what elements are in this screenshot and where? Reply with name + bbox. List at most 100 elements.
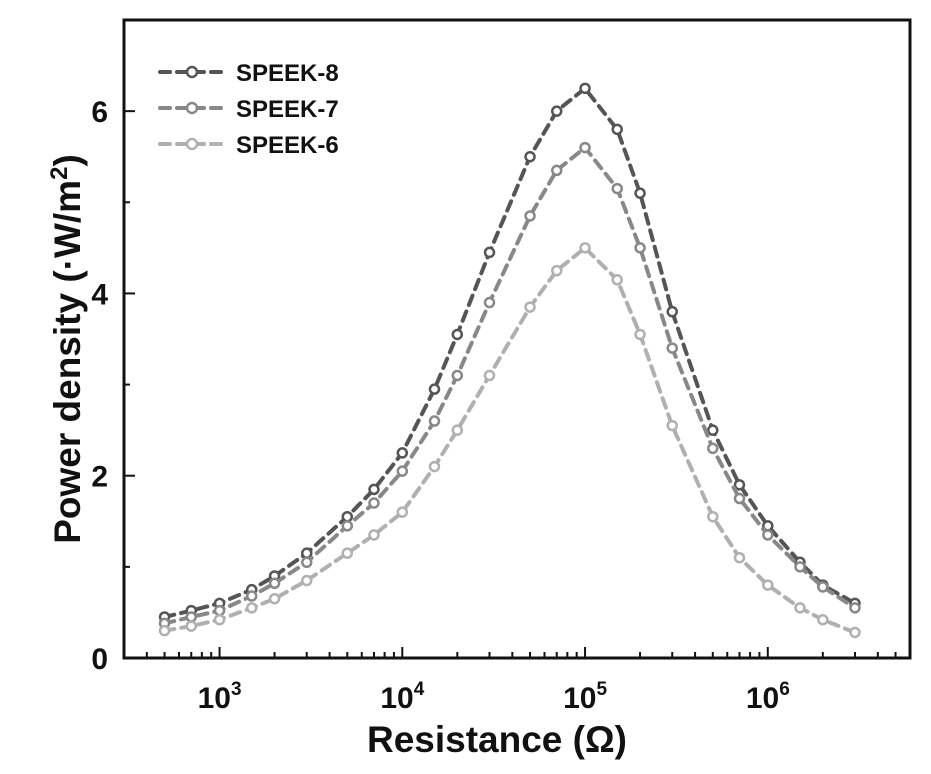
legend-label-speek-7: SPEEK-7 [236, 96, 339, 123]
data-point-speek-6 [708, 512, 717, 521]
x-tick-label-exp: 5 [596, 679, 607, 700]
data-point-speek-8 [398, 448, 407, 457]
data-point-speek-6 [247, 603, 256, 612]
data-point-speek-8 [552, 107, 561, 116]
x-axis-title: Resistance (Ω) [367, 719, 627, 760]
data-point-speek-7 [369, 499, 378, 508]
series-speek-8 [160, 84, 859, 622]
y-axis-title-close: ) [47, 154, 88, 166]
data-point-speek-8 [343, 512, 352, 521]
data-point-speek-7 [636, 243, 645, 252]
series-speek-6 [160, 243, 859, 637]
data-point-speek-8 [668, 307, 677, 316]
data-point-speek-8 [302, 549, 311, 558]
x-tick-label-base: 10 [198, 682, 231, 715]
data-point-speek-6 [795, 603, 804, 612]
x-tick-label-base: 10 [563, 682, 596, 715]
data-point-speek-6 [302, 576, 311, 585]
y-tick-label: 0 [91, 643, 108, 676]
data-point-speek-6 [369, 530, 378, 539]
x-tick-label-exp: 6 [779, 679, 790, 700]
data-point-speek-8 [453, 330, 462, 339]
data-point-speek-7 [343, 521, 352, 530]
data-point-speek-6 [453, 426, 462, 435]
data-point-speek-8 [708, 426, 717, 435]
data-point-speek-6 [850, 628, 859, 637]
data-point-speek-7 [302, 558, 311, 567]
data-point-speek-7 [215, 606, 224, 615]
data-point-speek-8 [526, 152, 535, 161]
data-point-speek-6 [735, 553, 744, 562]
data-point-speek-6 [398, 508, 407, 517]
data-point-speek-6 [636, 330, 645, 339]
y-tick-label: 6 [91, 96, 108, 129]
legend-marker-speek-7 [187, 103, 197, 113]
x-tick-label-exp: 3 [231, 679, 242, 700]
x-tick-label-base: 10 [380, 682, 413, 715]
data-point-speek-8 [485, 248, 494, 257]
legend-label-speek-8: SPEEK-8 [236, 60, 339, 87]
y-tick-label: 4 [91, 278, 108, 311]
data-point-speek-6 [552, 266, 561, 275]
data-point-speek-7 [485, 298, 494, 307]
data-point-speek-7 [453, 371, 462, 380]
data-point-speek-6 [343, 549, 352, 558]
plot-series [160, 84, 859, 637]
data-point-speek-6 [818, 615, 827, 624]
series-line-speek-7 [165, 148, 856, 624]
data-point-speek-7 [430, 417, 439, 426]
data-point-speek-7 [708, 444, 717, 453]
data-point-speek-7 [187, 612, 196, 621]
series-line-speek-6 [165, 248, 856, 633]
data-point-speek-6 [613, 275, 622, 284]
legend-item-speek-6: SPEEK-6 [160, 132, 339, 159]
data-point-speek-7 [735, 494, 744, 503]
y-axis-ticks: 0 2 4 6 [91, 20, 135, 676]
data-point-speek-7 [795, 562, 804, 571]
legend-item-speek-8: SPEEK-8 [160, 60, 339, 87]
legend: SPEEK-8 SPEEK-7 SPEEK-6 [160, 60, 339, 159]
series-speek-7 [160, 143, 859, 628]
x-tick-label: 105 [563, 679, 607, 715]
data-point-speek-6 [668, 421, 677, 430]
data-point-speek-6 [187, 622, 196, 631]
data-point-speek-7 [818, 582, 827, 591]
legend-label-speek-6: SPEEK-6 [236, 132, 339, 159]
y-tick-label: 2 [91, 461, 108, 494]
data-point-speek-7 [247, 592, 256, 601]
data-point-speek-7 [613, 184, 622, 193]
data-point-speek-8 [613, 125, 622, 134]
data-point-speek-7 [270, 579, 279, 588]
data-point-speek-8 [430, 385, 439, 394]
data-point-speek-6 [763, 581, 772, 590]
x-tick-label: 106 [746, 679, 790, 715]
data-point-speek-8 [636, 189, 645, 198]
data-point-speek-7 [668, 344, 677, 353]
x-tick-label: 103 [198, 679, 242, 715]
legend-marker-speek-6 [187, 139, 197, 149]
y-axis-title: Power density (·W/m2) [46, 154, 88, 544]
y-axis-title-sup: 2 [46, 167, 73, 180]
data-point-speek-6 [215, 615, 224, 624]
data-point-speek-6 [526, 303, 535, 312]
data-point-speek-7 [526, 211, 535, 220]
x-tick-label: 104 [380, 679, 424, 715]
data-point-speek-8 [369, 485, 378, 494]
data-point-speek-7 [850, 603, 859, 612]
legend-item-speek-7: SPEEK-7 [160, 96, 339, 123]
legend-marker-speek-8 [187, 67, 197, 77]
data-point-speek-7 [398, 467, 407, 476]
data-point-speek-6 [160, 626, 169, 635]
data-point-speek-6 [581, 243, 590, 252]
data-point-speek-8 [581, 84, 590, 93]
data-point-speek-6 [270, 594, 279, 603]
series-line-speek-8 [165, 88, 856, 617]
data-point-speek-7 [552, 166, 561, 175]
data-point-speek-7 [581, 143, 590, 152]
y-axis-title-main: Power density (·W/m [47, 180, 88, 544]
data-point-speek-8 [735, 480, 744, 489]
data-point-speek-6 [485, 371, 494, 380]
x-tick-label-exp: 4 [414, 679, 425, 700]
data-point-speek-6 [430, 462, 439, 471]
